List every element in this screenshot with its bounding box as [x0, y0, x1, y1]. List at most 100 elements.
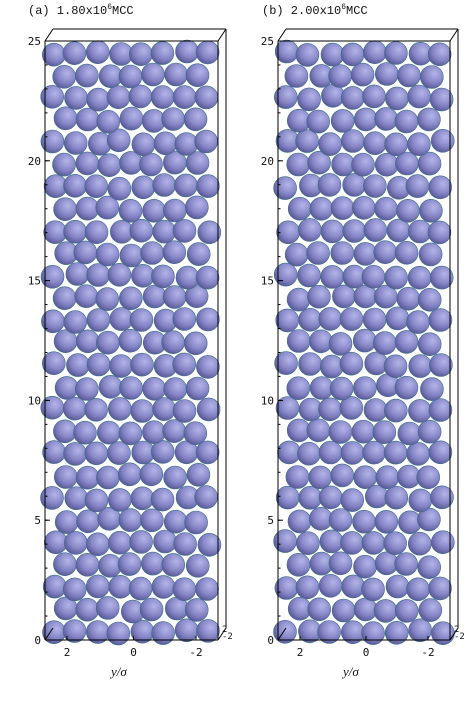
sphere: [75, 377, 99, 401]
sphere: [298, 307, 322, 332]
sphere: [62, 41, 87, 66]
sphere: [97, 420, 121, 445]
sphere: [84, 441, 109, 466]
sphere: [431, 621, 455, 646]
sphere: [196, 355, 220, 379]
sphere: [107, 262, 132, 287]
sphere: [339, 307, 364, 331]
sphere: [151, 264, 175, 289]
sphere: [308, 465, 333, 490]
sphere: [131, 132, 156, 157]
sphere: [384, 132, 408, 157]
panel-a-title: (a) 1.80x106MCC: [28, 3, 134, 18]
sphere: [417, 555, 442, 580]
sphere: [328, 332, 353, 356]
box-edge: [277, 28, 287, 42]
sphere: [309, 197, 334, 221]
sphere: [54, 510, 79, 534]
box-edge: [44, 28, 54, 42]
sphere: [161, 107, 185, 131]
sphere: [106, 85, 131, 109]
sphere: [65, 262, 90, 286]
sphere: [98, 374, 123, 399]
sphere: [162, 285, 187, 309]
sphere: [130, 352, 154, 377]
sphere: [339, 351, 364, 376]
sphere: [296, 531, 320, 556]
sphere: [297, 263, 321, 288]
sphere: [318, 307, 343, 331]
sphere: [394, 330, 419, 354]
sphere: [363, 131, 387, 155]
y-tick-label: 20: [261, 155, 274, 168]
sphere: [320, 219, 345, 244]
sphere: [297, 87, 321, 112]
sphere: [361, 577, 385, 602]
sphere: [197, 220, 222, 245]
sphere: [430, 129, 455, 153]
sphere: [142, 376, 166, 401]
sphere: [384, 265, 408, 290]
sphere: [195, 577, 219, 601]
sphere: [62, 619, 87, 643]
sphere: [330, 196, 355, 220]
sphere: [95, 242, 120, 267]
sphere: [430, 530, 455, 555]
panel-a-xlabel: y/σ: [111, 664, 127, 679]
sphere: [75, 465, 100, 490]
sphere: [163, 509, 188, 534]
sphere: [330, 109, 355, 133]
y-tick-label: 5: [267, 514, 274, 527]
sphere: [339, 396, 364, 420]
y-tick-label: 25: [28, 35, 41, 48]
sphere: [317, 173, 342, 197]
sphere: [172, 352, 196, 377]
sphere: [95, 596, 120, 620]
sphere: [75, 63, 99, 88]
sphere: [142, 420, 166, 445]
sphere: [129, 308, 154, 332]
sphere: [408, 399, 432, 423]
sphere: [162, 419, 186, 443]
sphere: [332, 284, 356, 309]
y-tick-label: 25: [261, 35, 274, 48]
sphere: [353, 107, 378, 132]
depth-tick-label: 2: [222, 625, 227, 635]
sphere: [183, 107, 208, 132]
sphere: [331, 152, 355, 177]
sphere: [328, 420, 353, 444]
sphere: [118, 64, 143, 89]
sphere: [363, 174, 387, 198]
sphere: [275, 485, 300, 510]
sphere: [172, 219, 197, 243]
sphere: [295, 129, 319, 153]
sphere: [306, 241, 330, 265]
sphere: [407, 531, 432, 556]
sphere: [372, 420, 397, 444]
sphere: [53, 419, 77, 444]
sphere: [351, 152, 375, 177]
sphere: [287, 196, 312, 221]
sphere: [141, 62, 165, 87]
sphere: [76, 509, 100, 534]
sphere: [309, 329, 333, 354]
box-frame-b: [277, 28, 459, 641]
sphere: [286, 152, 311, 177]
sphere: [286, 287, 311, 312]
y-tick-label: 20: [28, 155, 41, 168]
sphere: [328, 508, 353, 532]
sphere: [107, 176, 132, 201]
sphere: [153, 131, 178, 156]
sphere: [319, 354, 344, 379]
sphere: [41, 42, 66, 67]
sphere: [385, 86, 409, 111]
sphere: [407, 265, 432, 290]
sphere: [119, 376, 143, 400]
sphere: [353, 597, 378, 622]
sphere: [97, 153, 122, 177]
sphere: [108, 530, 132, 555]
sphere: [417, 107, 441, 132]
sphere: [418, 242, 443, 267]
sphere: [394, 241, 419, 265]
